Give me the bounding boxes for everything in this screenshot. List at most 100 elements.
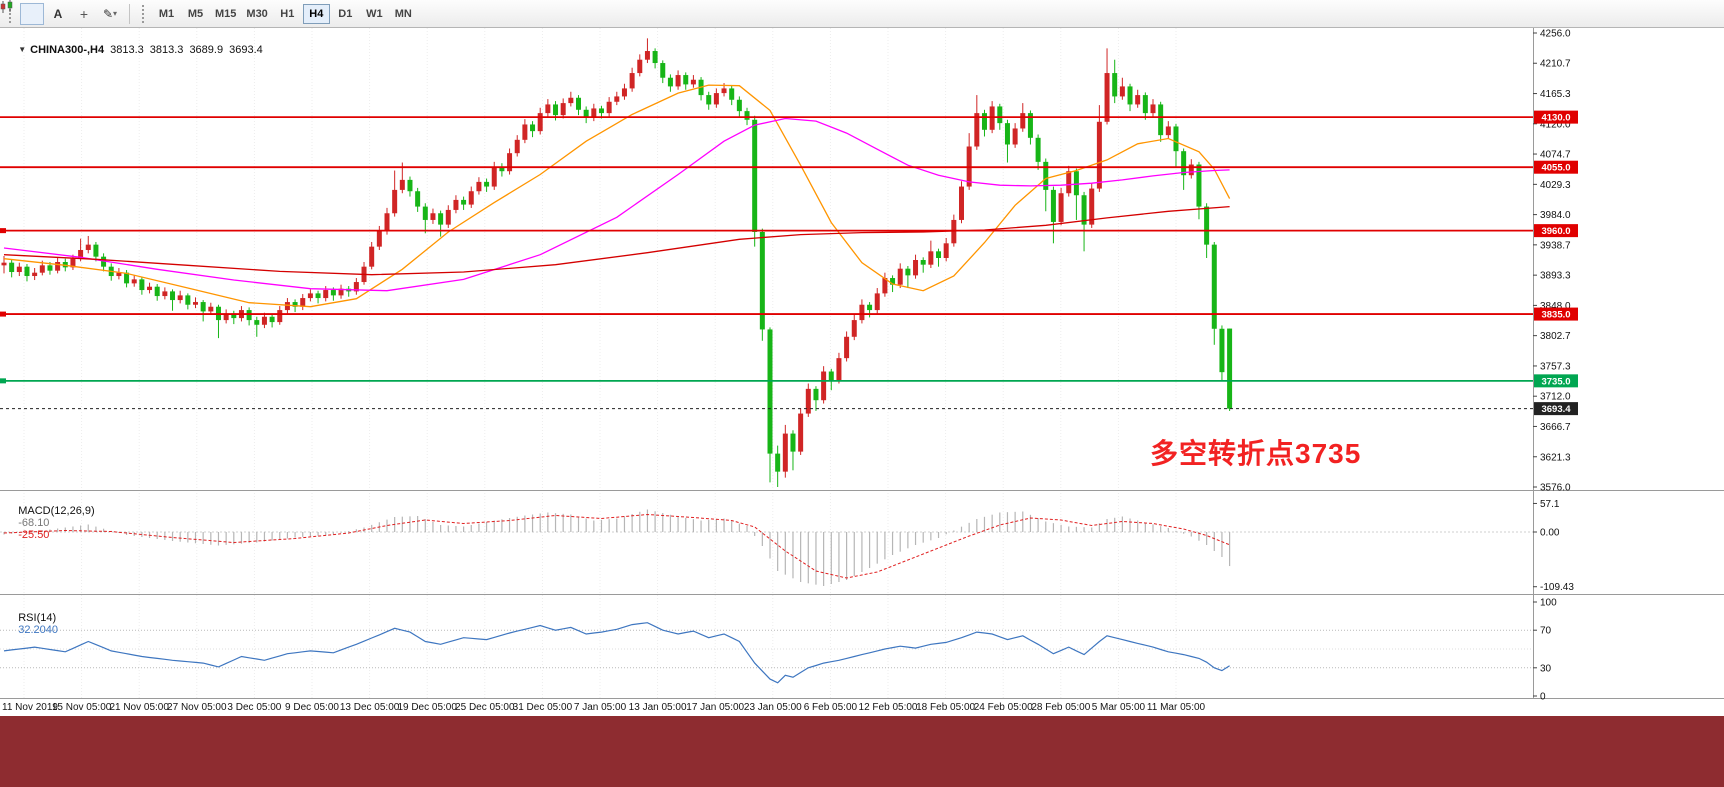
chart-annotation-text[interactable]: 多空转折点3735 [1150, 438, 1362, 469]
quote-header[interactable]: ▼ CHINA300-,H4 3813.3 3813.3 3689.9 3693.4 [6, 32, 269, 68]
timeframe-button-H1[interactable]: H1 [274, 4, 301, 24]
candle-body [690, 79, 696, 85]
candle-body [445, 209, 451, 225]
price-axis-label: 4210.7 [1540, 59, 1571, 70]
timeframe-button-MN[interactable]: MN [390, 4, 417, 24]
candle-body [890, 278, 896, 285]
candle-body [476, 181, 482, 192]
candle-body [1035, 137, 1041, 162]
price-axis-label: 3893.3 [1540, 271, 1571, 282]
candle-body [170, 291, 176, 301]
price-axis-label: 3712.0 [1540, 392, 1571, 403]
timeframe-button-M30[interactable]: M30 [242, 4, 271, 24]
candle-body [614, 96, 620, 102]
candle-body [307, 293, 313, 299]
candle-body [55, 262, 61, 271]
collapse-icon[interactable]: ▼ [18, 45, 27, 54]
candle-body [139, 279, 145, 291]
candle-body [1173, 126, 1179, 152]
candle-body [1219, 328, 1225, 373]
candle-body [1058, 193, 1064, 222]
timeframe-button-M1[interactable]: M1 [153, 4, 180, 24]
time-axis-label: 28 Feb 05:00 [1031, 702, 1091, 713]
candle-body [1081, 195, 1087, 225]
candle-body [522, 124, 528, 140]
macd-label: MACD(12,26,9) -68.10 -25.50 [6, 493, 94, 553]
crosshair-button[interactable]: + [72, 3, 96, 25]
macd-value-main: -68.10 [18, 517, 50, 529]
quote-close: 3693.4 [229, 44, 263, 56]
candle-body [851, 320, 857, 337]
timeframe-button-W1[interactable]: W1 [361, 4, 388, 24]
candle-body [736, 99, 742, 112]
candle-body [752, 119, 758, 232]
candle-body [514, 139, 520, 154]
candle-body [798, 413, 804, 452]
text-tool-button[interactable]: A [46, 3, 70, 25]
candle-body [200, 302, 206, 312]
ma-slow-red [3, 205, 1230, 276]
candle-body [1135, 95, 1141, 105]
candle-body [606, 101, 612, 114]
toolbar-grip-2[interactable] [142, 4, 146, 23]
hline-marker[interactable] [0, 228, 6, 234]
chart-type-button[interactable] [0, 0, 44, 25]
price-axis-label: 4074.7 [1540, 150, 1571, 161]
price-axis-label: 4256.0 [1540, 29, 1571, 40]
timeframe-button-D1[interactable]: D1 [332, 4, 359, 24]
candle-body [974, 113, 980, 147]
candle-body [430, 213, 436, 220]
candle-body [775, 453, 781, 472]
draw-tool-button[interactable]: ✎ ▾ [98, 3, 122, 25]
candle-body [269, 316, 275, 323]
candle-body [292, 302, 298, 307]
chart-area[interactable]: 4256.0 4210.7 4165.3 4120.0 4074.7 4029.3 3984… [0, 28, 1724, 716]
candle-body [660, 63, 666, 78]
candle-body [85, 244, 91, 250]
price-badge-label: 3960.0 [1541, 226, 1570, 237]
candle-body [989, 106, 995, 130]
rsi-axis-label: 100 [1540, 598, 1557, 609]
candle-body [177, 295, 183, 301]
timeframe-button-M5[interactable]: M5 [182, 4, 209, 24]
price-badge [1534, 224, 1578, 238]
candle-body [637, 59, 643, 74]
candle-body [583, 109, 589, 118]
candle-body [844, 336, 850, 359]
candle-body [867, 304, 873, 311]
candlestick-chart-icon [0, 0, 13, 13]
ma-mid-magenta [3, 117, 1230, 292]
time-axis[interactable]: 11 Nov 2019 15 Nov 05:00 21 Nov 05:00 27 No… [0, 700, 1533, 716]
hline-marker[interactable] [0, 378, 6, 384]
price-axis-label: 4165.3 [1540, 89, 1571, 100]
timeframe-toolbar: M1 M5 M15 M30 H1 H4 D1 W1 MN [153, 3, 417, 24]
candle-body [147, 286, 153, 291]
price-axis-label: 3802.7 [1540, 331, 1571, 342]
candle-body [790, 433, 796, 452]
candle-body [1227, 328, 1233, 409]
timeframe-button-H4[interactable]: H4 [302, 3, 330, 24]
price-axis-label: 3621.3 [1540, 452, 1571, 463]
candle-body [384, 213, 390, 232]
candle-body [667, 77, 673, 87]
candle-body [997, 106, 1003, 124]
price-axis-label: 3848.0 [1540, 301, 1571, 312]
toolbar-grip[interactable] [9, 4, 13, 23]
time-axis-label: 18 Feb 05:00 [916, 702, 976, 713]
candle-body [116, 272, 122, 277]
candle-body [683, 75, 689, 85]
candle-body [537, 113, 543, 132]
timeframe-button-M15[interactable]: M15 [211, 4, 240, 24]
candle-body [277, 310, 283, 323]
chart-canvas[interactable]: 4256.0 4210.7 4165.3 4120.0 4074.7 4029.3 3984… [0, 28, 1724, 716]
hline-marker[interactable] [0, 311, 6, 317]
candle-body [721, 88, 727, 94]
candle-body [959, 186, 964, 220]
candle-body [675, 75, 681, 87]
time-axis-label: 24 Feb 05:00 [973, 702, 1033, 713]
candle-body [598, 108, 604, 114]
rsi-axis-label: 70 [1540, 626, 1552, 637]
pencil-icon: ✎ [102, 6, 114, 21]
candle-body [1127, 86, 1133, 105]
candle-body [507, 153, 513, 172]
